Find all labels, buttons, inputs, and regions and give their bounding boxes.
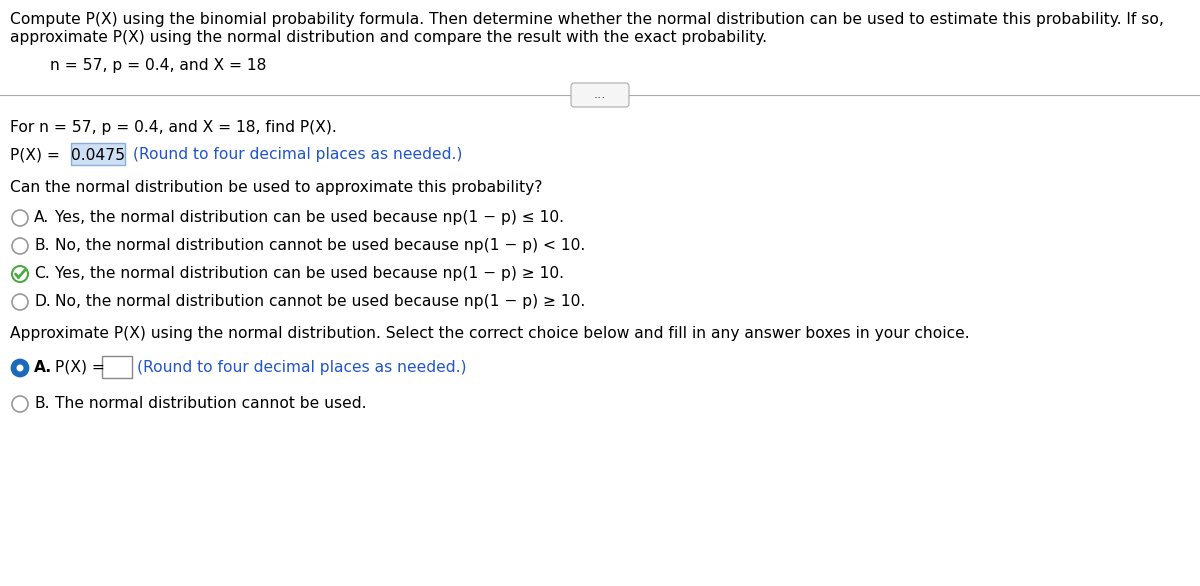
Text: Compute P(X) using the binomial probability formula. Then determine whether the : Compute P(X) using the binomial probabil… [10,12,1164,27]
FancyBboxPatch shape [571,83,629,107]
FancyBboxPatch shape [102,356,132,378]
Text: No, the normal distribution cannot be used because np(1 − p) ≥ 10.: No, the normal distribution cannot be us… [55,294,586,309]
Text: P(X) =: P(X) = [55,360,109,375]
Text: A.: A. [34,210,49,225]
Text: (Round to four decimal places as needed.): (Round to four decimal places as needed.… [128,147,462,162]
Circle shape [17,364,24,372]
Circle shape [12,238,28,254]
Text: For n = 57, p = 0.4, and X = 18, find P(X).: For n = 57, p = 0.4, and X = 18, find P(… [10,120,337,135]
Text: A.: A. [34,360,53,375]
Text: C.: C. [34,266,49,281]
Text: P(X) =: P(X) = [10,147,65,162]
Text: (Round to four decimal places as needed.): (Round to four decimal places as needed.… [137,360,467,375]
Text: ...: ... [594,88,606,101]
Text: B.: B. [34,396,49,411]
Text: Approximate P(X) using the normal distribution. Select the correct choice below : Approximate P(X) using the normal distri… [10,326,970,341]
Text: Yes, the normal distribution can be used because np(1 − p) ≥ 10.: Yes, the normal distribution can be used… [55,266,564,281]
Text: n = 57, p = 0.4, and X = 18: n = 57, p = 0.4, and X = 18 [50,58,266,73]
Text: 0.0475: 0.0475 [71,148,125,163]
Text: The normal distribution cannot be used.: The normal distribution cannot be used. [55,396,366,411]
Circle shape [12,210,28,226]
Text: Can the normal distribution be used to approximate this probability?: Can the normal distribution be used to a… [10,180,542,195]
Text: No, the normal distribution cannot be used because np(1 − p) < 10.: No, the normal distribution cannot be us… [55,238,586,253]
Text: Yes, the normal distribution can be used because np(1 − p) ≤ 10.: Yes, the normal distribution can be used… [55,210,564,225]
Text: approximate P(X) using the normal distribution and compare the result with the e: approximate P(X) using the normal distri… [10,30,767,45]
Circle shape [12,396,28,412]
FancyBboxPatch shape [71,143,125,165]
Circle shape [12,266,28,282]
Text: D.: D. [34,294,50,309]
Text: B.: B. [34,238,49,253]
Circle shape [12,360,28,376]
Circle shape [12,294,28,310]
